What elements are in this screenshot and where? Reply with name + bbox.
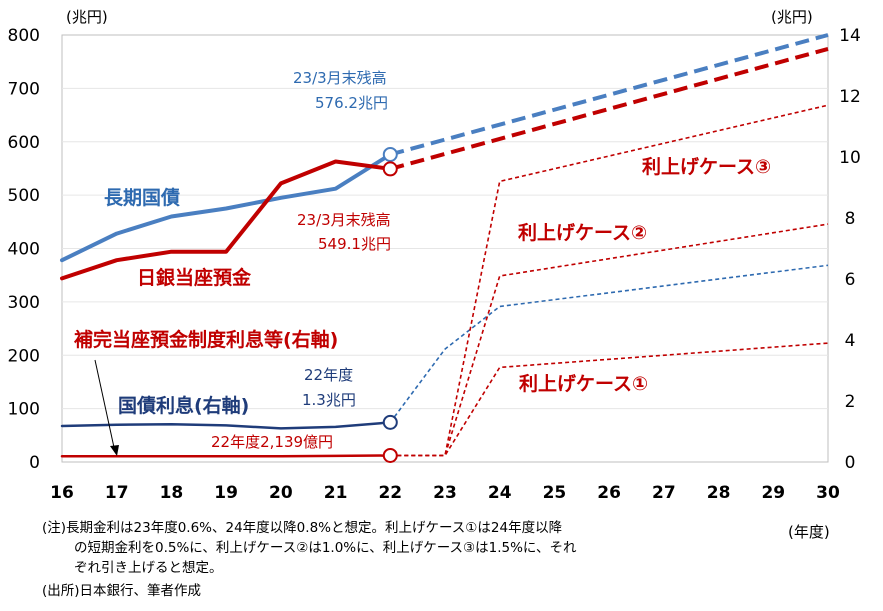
x-tick-24: 24 (488, 483, 512, 503)
series-interest_proj (389, 264, 829, 423)
right-tick-2: 2 (845, 392, 856, 412)
label-boj: 日銀当座預金 (137, 266, 252, 289)
left-tick-0: 0 (29, 453, 40, 473)
note-line-1: (注)長期金利は23年度0.6%、24年度以降0.8%と想定。利上げケース①は2… (42, 520, 563, 536)
left-axis-ticks: 0 100 200 300 400 500 600 700 800 (8, 26, 40, 473)
gridlines (62, 87, 828, 410)
series-layer (60, 33, 829, 458)
left-tick-200: 200 (8, 346, 40, 366)
label-interest: 国債利息(右軸) (118, 394, 249, 417)
right-tick-8: 8 (845, 209, 856, 229)
label-case3: 利上げケース③ (642, 156, 771, 178)
label-jgb: 長期国債 (104, 186, 180, 209)
reserve-label-arrowhead (110, 445, 119, 456)
x-tick-23: 23 (433, 483, 457, 503)
label-reserve: 補完当座預金制度利息等(右軸) (73, 328, 338, 351)
left-tick-500: 500 (8, 186, 40, 206)
label-jgb-end-1: 23/3月末残高 (293, 69, 387, 87)
x-tick-25: 25 (543, 483, 567, 503)
x-axis-ticks: 16 17 18 19 20 21 22 23 24 25 26 27 28 29 30 (50, 483, 840, 503)
series-interest (60, 421, 392, 430)
left-tick-300: 300 (8, 293, 40, 313)
x-tick-28: 28 (707, 483, 731, 503)
x-tick-30: 30 (816, 483, 840, 503)
x-tick-19: 19 (214, 483, 238, 503)
right-tick-14: 14 (839, 26, 861, 46)
left-tick-600: 600 (8, 133, 40, 153)
x-tick-20: 20 (269, 483, 293, 503)
series-boj (60, 159, 393, 281)
x-axis-unit: (年度) (788, 523, 830, 541)
series-case1 (390, 342, 829, 457)
right-tick-4: 4 (845, 331, 856, 351)
x-tick-26: 26 (597, 483, 621, 503)
x-tick-16: 16 (50, 483, 74, 503)
note-source: (出所)日本銀行、筆者作成 (42, 583, 201, 599)
series-boj_proj (389, 46, 829, 171)
x-tick-21: 21 (324, 483, 348, 503)
series-reserve (60, 454, 392, 458)
right-tick-6: 6 (845, 270, 856, 290)
reserve-label-arrow (94, 359, 116, 453)
marker-jgb (382, 146, 398, 162)
series-jgb (60, 152, 393, 263)
label-interest-end-2: 1.3兆円 (302, 391, 356, 409)
left-tick-100: 100 (8, 400, 40, 420)
left-tick-800: 800 (8, 26, 40, 46)
x-tick-17: 17 (105, 483, 129, 503)
label-case2: 利上げケース② (518, 222, 647, 244)
marker-reserve (382, 447, 398, 463)
x-tick-22: 22 (378, 483, 402, 503)
marker-layer (382, 146, 398, 463)
label-boj-end-1: 23/3月末残高 (297, 211, 391, 229)
series-case2 (390, 223, 829, 457)
label-reserve-end: 22年度2,139億円 (211, 433, 333, 451)
right-axis-ticks: 0 2 4 6 8 10 12 14 (839, 26, 861, 473)
right-tick-10: 10 (839, 148, 861, 168)
x-tick-29: 29 (761, 483, 785, 503)
left-axis-unit: (兆円) (66, 8, 108, 26)
right-axis-unit: (兆円) (771, 8, 813, 26)
note-line-2: の短期金利を0.5%に、利上げケース②は1.0%に、利上げケース③は1.5%に、… (74, 540, 577, 556)
label-jgb-end-2: 576.2兆円 (315, 94, 388, 112)
label-boj-end-2: 549.1兆円 (318, 235, 391, 253)
right-tick-12: 12 (839, 87, 861, 107)
x-tick-18: 18 (160, 483, 184, 503)
note-line-3: ぞれ引き上げると想定。 (74, 560, 223, 576)
x-tick-27: 27 (652, 483, 676, 503)
left-tick-700: 700 (8, 79, 40, 99)
series-jgb_proj (389, 33, 829, 157)
label-interest-end-1: 22年度 (304, 366, 353, 384)
marker-interest (382, 414, 398, 430)
right-tick-0: 0 (845, 453, 856, 473)
left-tick-400: 400 (8, 240, 40, 260)
marker-boj (382, 161, 398, 177)
label-case1: 利上げケース① (519, 373, 648, 395)
